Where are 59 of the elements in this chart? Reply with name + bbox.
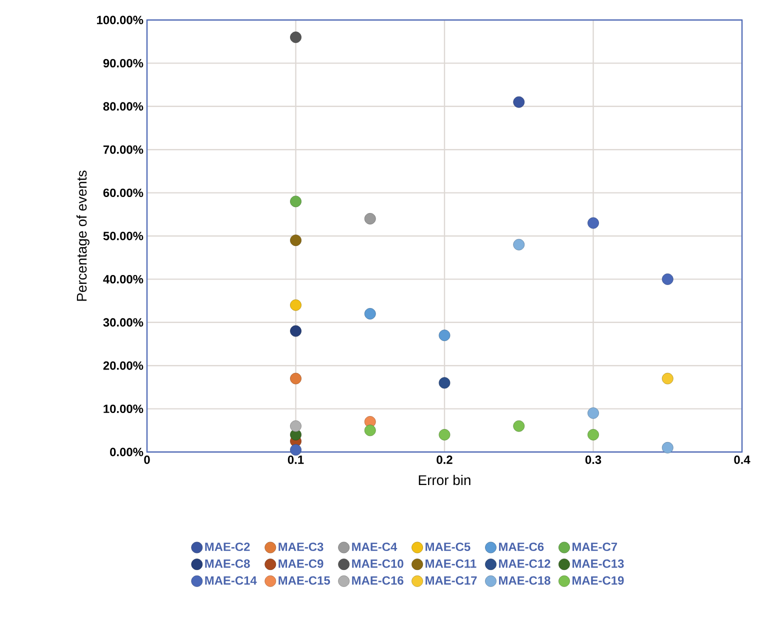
point — [662, 442, 674, 454]
point — [290, 444, 302, 456]
y-tick-label: 60.00% — [103, 188, 144, 198]
point — [588, 407, 599, 419]
point — [438, 330, 450, 342]
point — [364, 308, 376, 320]
point — [290, 32, 302, 43]
x-axis-title: Error bin — [418, 474, 470, 486]
point — [513, 238, 525, 250]
legend-label: MAE-C9 — [278, 559, 324, 568]
point — [513, 420, 525, 432]
legend-label: MAE-C14 — [205, 576, 257, 585]
point — [438, 377, 450, 389]
legend-label: MAE-C6 — [499, 542, 544, 552]
point — [438, 429, 450, 440]
legend-label: MAE-C3 — [278, 542, 324, 552]
legend-label: MAE-C11 — [426, 559, 476, 568]
y-tick-label: 0.00% — [110, 448, 144, 456]
legend-label: MAE-C13 — [572, 559, 624, 568]
y-tick-label: 100.00% — [97, 16, 144, 24]
legend-label: MAE-C10 — [352, 559, 404, 568]
point — [513, 96, 525, 108]
point — [588, 217, 599, 229]
legend-label: MAE-C18 — [499, 576, 550, 585]
legend-label: MAE-C5 — [426, 542, 470, 552]
y-tick-label: 50.00% — [103, 232, 144, 240]
x-tick-label: 0.1 — [288, 456, 304, 464]
legend-label: MAE-C16 — [352, 576, 404, 585]
y-tick-label: 20.00% — [103, 361, 144, 370]
y-tick-label: 10.00% — [104, 404, 144, 414]
point — [290, 234, 302, 246]
y-axis-title: Percentage of events — [76, 170, 90, 301]
y-tick-label: 40.00% — [103, 274, 144, 284]
y-tick-label: 90.00% — [103, 58, 144, 68]
legend-label: MAE-C4 — [352, 542, 398, 552]
point — [290, 420, 302, 432]
x-tick-label: 0.3 — [585, 456, 602, 464]
point — [290, 372, 302, 384]
x-tick-label: 0 — [144, 456, 150, 464]
y-tick-label: 70.00% — [103, 145, 144, 154]
legend-label: MAE-C15 — [278, 576, 330, 585]
point — [290, 325, 302, 337]
point — [290, 299, 302, 311]
legend-label: MAE-C7 — [572, 542, 618, 552]
point — [364, 424, 376, 436]
y-tick-label: 80.00% — [103, 102, 144, 111]
point — [364, 213, 376, 224]
x-tick-label: 0.2 — [436, 456, 452, 464]
point — [662, 372, 674, 384]
legend-label: MAE-C17 — [426, 576, 477, 585]
legend-label: MAE-C12 — [499, 559, 550, 568]
point — [290, 196, 302, 208]
legend-label: MAE-C2 — [205, 542, 250, 552]
point — [588, 429, 599, 440]
legend-label: MAE-C19 — [572, 576, 624, 585]
legend-label: MAE-C8 — [205, 559, 250, 568]
point — [662, 274, 674, 285]
y-tick-label: 30.00% — [103, 318, 144, 327]
x-tick-label: 0.4 — [734, 456, 750, 464]
